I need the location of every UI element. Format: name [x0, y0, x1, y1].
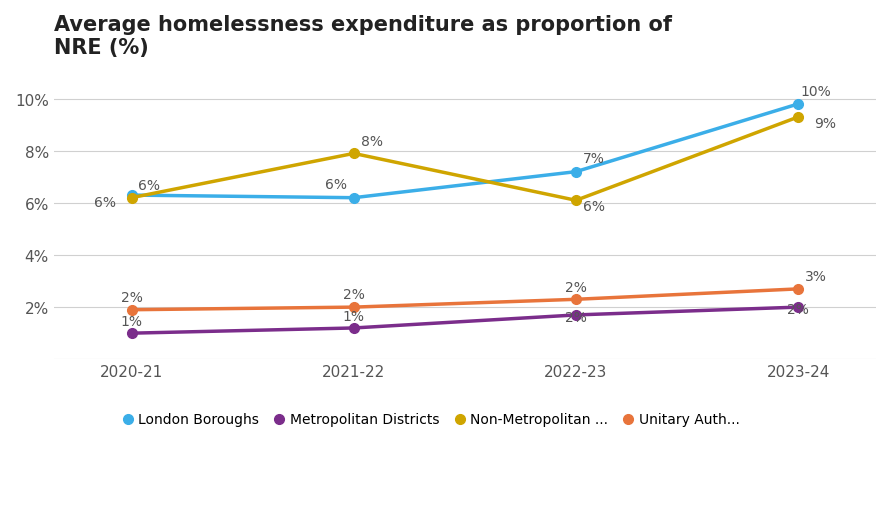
- Text: 3%: 3%: [805, 270, 827, 284]
- Text: 9%: 9%: [813, 117, 836, 131]
- Metropolitan Districts: [570, 312, 581, 318]
- London Boroughs: [127, 192, 137, 199]
- Text: 2%: 2%: [565, 310, 587, 324]
- Non-Metropolitan ...: [793, 115, 804, 121]
- Text: 1%: 1%: [120, 315, 143, 329]
- Metropolitan Districts: [127, 330, 137, 336]
- Line: Unitary Auth...: Unitary Auth...: [127, 285, 803, 315]
- Text: 6%: 6%: [325, 178, 347, 192]
- Legend: London Boroughs, Metropolitan Districts, Non-Metropolitan ..., Unitary Auth...: London Boroughs, Metropolitan Districts,…: [125, 412, 740, 426]
- Unitary Auth...: [570, 297, 581, 303]
- London Boroughs: [348, 195, 359, 202]
- Non-Metropolitan ...: [348, 151, 359, 157]
- Text: 2%: 2%: [343, 288, 364, 302]
- Non-Metropolitan ...: [127, 195, 137, 202]
- Line: Metropolitan Districts: Metropolitan Districts: [127, 303, 803, 338]
- Unitary Auth...: [793, 286, 804, 292]
- London Boroughs: [570, 169, 581, 176]
- Unitary Auth...: [348, 304, 359, 310]
- Text: 6%: 6%: [94, 196, 116, 210]
- Line: London Boroughs: London Boroughs: [127, 100, 803, 203]
- Text: 2%: 2%: [120, 291, 143, 304]
- Text: 2%: 2%: [788, 303, 809, 317]
- Text: 6%: 6%: [583, 200, 605, 214]
- Text: 10%: 10%: [801, 85, 831, 99]
- Text: Average homelessness expenditure as proportion of
NRE (%): Average homelessness expenditure as prop…: [53, 15, 672, 58]
- Non-Metropolitan ...: [570, 198, 581, 204]
- Text: 8%: 8%: [361, 134, 382, 149]
- Text: 2%: 2%: [565, 280, 587, 294]
- London Boroughs: [793, 102, 804, 108]
- Unitary Auth...: [127, 307, 137, 313]
- Metropolitan Districts: [348, 325, 359, 331]
- Text: 1%: 1%: [343, 309, 364, 324]
- Text: 6%: 6%: [138, 179, 160, 192]
- Metropolitan Districts: [793, 304, 804, 310]
- Text: 7%: 7%: [583, 152, 605, 166]
- Line: Non-Metropolitan ...: Non-Metropolitan ...: [127, 113, 803, 206]
